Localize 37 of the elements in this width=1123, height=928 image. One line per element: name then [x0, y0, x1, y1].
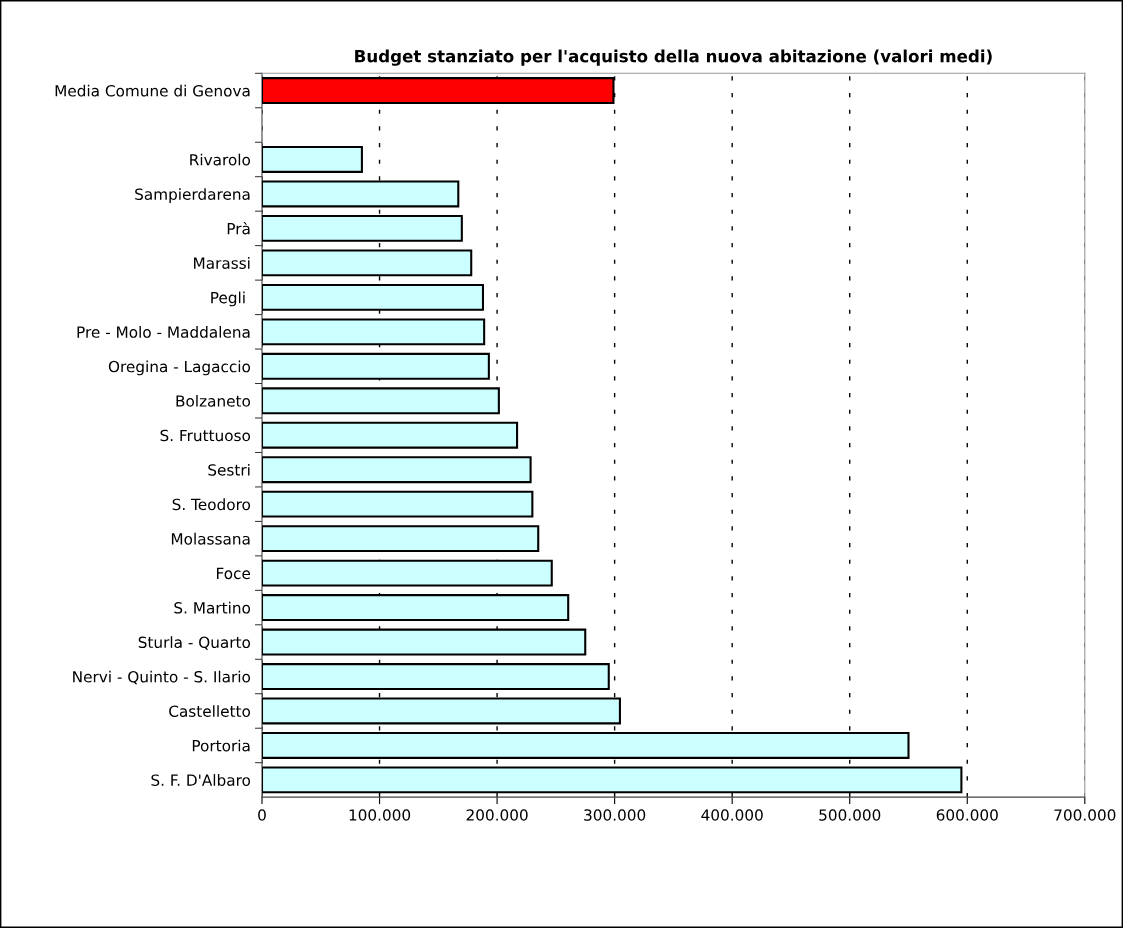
bar — [262, 525, 540, 553]
y-tick-label: Pre - Molo - Maddalena — [77, 326, 250, 338]
y-tick-label: S. F. D'Albaro — [151, 774, 251, 786]
x-tick-label: 0 — [258, 809, 266, 821]
y-tick-label: Sturla - Quarto — [138, 636, 251, 650]
y-tick-label: Media Comune di Genova — [55, 84, 250, 97]
bar — [262, 490, 534, 518]
y-tick-label: Nervi - Quinto - S. Ilario — [73, 670, 251, 685]
x-tick-label: 500.000 — [819, 809, 881, 821]
y-tick-label: Portoria — [192, 739, 250, 752]
y-tick-label: Prà — [227, 222, 250, 235]
x-tick-label: 600.000 — [936, 809, 998, 821]
y-tick-label: S. Martino — [174, 601, 251, 614]
y-tick-label: Oregina - Lagaccio — [108, 360, 251, 376]
y-tick-label: Rivarolo — [190, 153, 251, 166]
x-tick-label: 400.000 — [701, 809, 763, 821]
bar — [262, 421, 519, 449]
y-tick-label: Molassana — [171, 532, 250, 545]
y-tick-label: Pegli — [211, 291, 245, 307]
bar — [262, 146, 363, 173]
y-tick-label: Marassi — [194, 257, 250, 269]
y-tick-label: S. Fruttuoso — [160, 429, 251, 442]
y-tick-label: Sampierdarena — [135, 188, 250, 203]
bar — [262, 456, 532, 484]
y-tick-label: S. Teodoro — [172, 498, 251, 511]
x-tick-label: 100.000 — [349, 809, 411, 821]
bar — [262, 387, 500, 415]
x-tick-label: 200.000 — [466, 809, 528, 821]
x-tick-label: 300.000 — [584, 809, 646, 821]
y-tick-label: Bolzaneto — [176, 394, 251, 407]
y-tick-label: Sestri — [208, 463, 250, 476]
bar — [262, 352, 490, 380]
x-tick-label: 700.000 — [1054, 809, 1116, 821]
bar — [262, 559, 553, 587]
y-tick-label: Foce — [217, 567, 251, 580]
y-tick-label: Castelletto — [169, 705, 251, 717]
chart-title: Budget stanziato per l'acquisto della nuova abitazione (valori medi) — [355, 49, 992, 66]
